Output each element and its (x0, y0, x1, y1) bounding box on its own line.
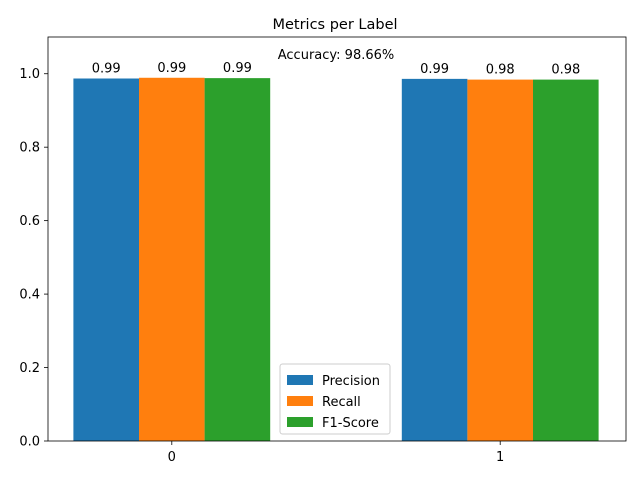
value-label-recall-1: 0.98 (486, 63, 515, 78)
bar-f1-score-0 (204, 78, 271, 441)
y-axis: 0.0 0.2 0.4 0.6 0.8 1.0 (19, 67, 48, 450)
x-tick-label: 0 (168, 450, 176, 465)
legend-swatch-f1-score (287, 417, 313, 427)
bar-recall-0 (139, 77, 205, 442)
accuracy-annotation: Accuracy: 98.66% (278, 48, 395, 63)
bar-recall-1 (467, 79, 533, 441)
bar-f1-score-1 (533, 79, 599, 441)
value-label-f1-score-1: 0.98 (551, 63, 580, 78)
y-tick-label: 0.6 (19, 214, 40, 229)
x-tick-label: 1 (496, 450, 504, 465)
legend: Precision Recall F1-Score (279, 363, 391, 435)
chart-title: Metrics per Label (272, 17, 397, 33)
legend-label-f1-score: F1-Score (322, 416, 379, 431)
legend-swatch-recall (287, 396, 313, 406)
plot-frame (47, 36, 627, 442)
y-tick-label: 1.0 (19, 67, 40, 82)
legend-label-recall: Recall (322, 395, 361, 410)
bar-precision-1 (401, 78, 468, 442)
bar-precision-0 (73, 78, 139, 441)
y-tick-label: 0.8 (19, 141, 40, 156)
y-tick-label: 0.0 (19, 435, 40, 450)
legend-label-precision: Precision (322, 374, 380, 389)
y-tick-label: 0.4 (19, 288, 40, 303)
bars-layer (73, 77, 599, 442)
value-label-recall-0: 0.99 (157, 61, 186, 76)
value-label-f1-score-0: 0.99 (223, 61, 252, 76)
value-labels-layer: 0.99 0.99 0.99 0.98 0.99 0.98 (92, 61, 581, 78)
value-label-precision-0: 0.99 (92, 62, 121, 77)
y-tick-label: 0.2 (19, 361, 40, 376)
legend-swatch-precision (287, 375, 313, 385)
value-label-precision-1: 0.99 (420, 62, 449, 77)
